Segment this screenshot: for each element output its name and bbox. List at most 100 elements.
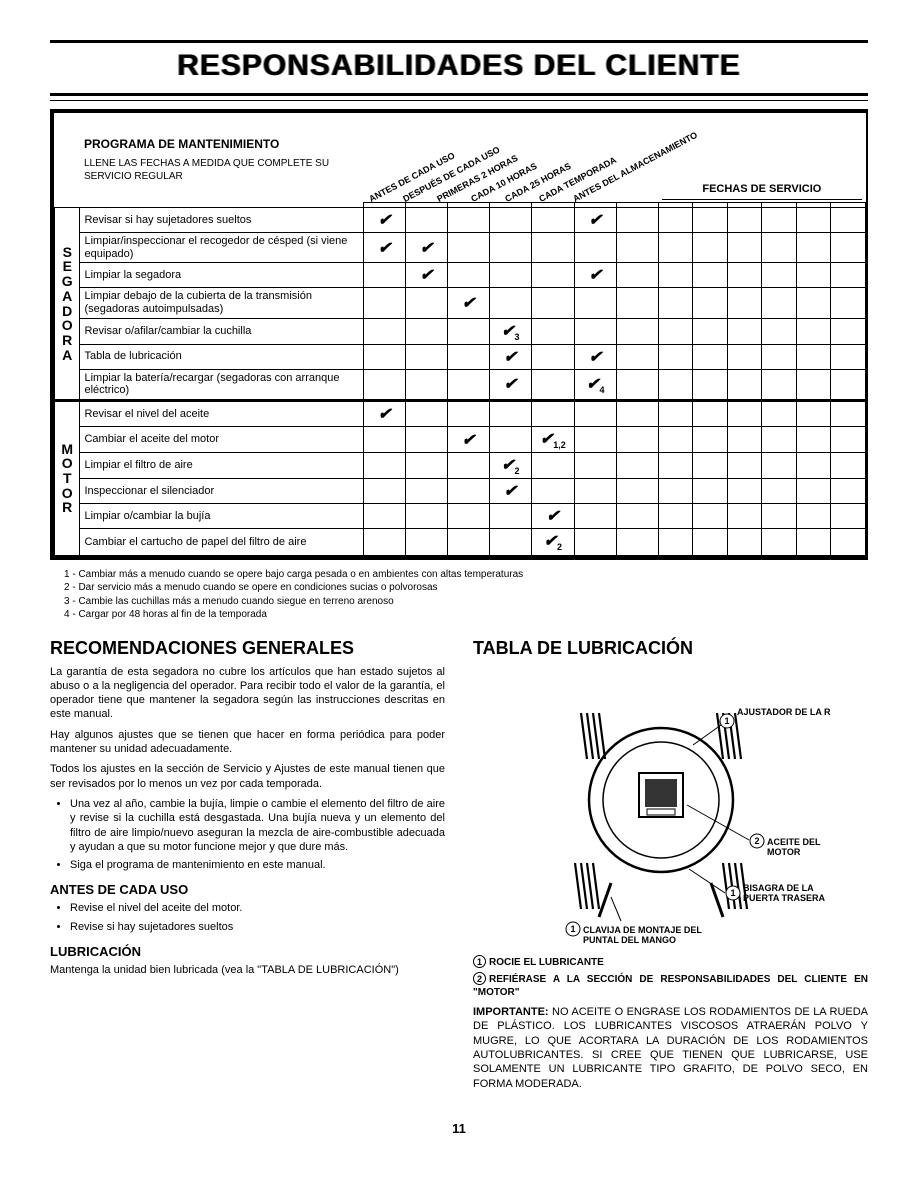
check-cell: [616, 318, 658, 344]
right-column: TABLA DE LUBRICACIÓN: [473, 638, 868, 1097]
check-cell: [364, 529, 406, 555]
service-date-cell: [727, 344, 762, 369]
check-cell: [489, 233, 531, 263]
check-cell: [616, 208, 658, 233]
table-row: Cambiar el aceite del motor✔✔1,2: [55, 427, 866, 453]
service-date-cell: [658, 344, 693, 369]
service-date-cell: [727, 208, 762, 233]
check-cell: [406, 427, 448, 453]
check-cell: [406, 453, 448, 479]
task-cell: Cambiar el aceite del motor: [80, 427, 364, 453]
table-row: Limpiar o/cambiar la bujía✔: [55, 504, 866, 529]
check-cell: [574, 401, 616, 427]
check-cell: [447, 453, 489, 479]
check-cell: [447, 318, 489, 344]
check-cell: [364, 288, 406, 318]
service-date-cell: [831, 263, 866, 288]
service-date-cell: [727, 504, 762, 529]
check-cell: [447, 479, 489, 504]
service-date-cell: [831, 401, 866, 427]
task-cell: Revisar si hay sujetadores sueltos: [80, 208, 364, 233]
task-cell: Limpiar la segadora: [80, 263, 364, 288]
service-date-cell: [727, 427, 762, 453]
legend-1: 1ROCIE EL LUBRICANTE: [473, 955, 868, 970]
lubrication-p: Mantenga la unidad bien lubricada (vea l…: [50, 963, 445, 977]
important-lead: IMPORTANTE:: [473, 1006, 549, 1018]
service-date-cell: [831, 288, 866, 318]
task-cell: Limpiar la batería/recargar (segadoras c…: [80, 369, 364, 400]
rule-under-title-thin: [50, 100, 868, 101]
check-cell: ✔2: [489, 453, 531, 479]
table-row: Inspeccionar el silenciador✔: [55, 479, 866, 504]
check-cell: [489, 263, 531, 288]
service-date-cell: [727, 233, 762, 263]
table-row: Limpiar debajo de la cubierta de la tran…: [55, 288, 866, 318]
service-date-cell: [658, 318, 693, 344]
footnotes: 1 - Cambiar más a menudo cuando se opere…: [64, 568, 868, 622]
service-date-cell: [658, 427, 693, 453]
service-date-cell: [796, 479, 831, 504]
rule-under-title-thick: [50, 93, 868, 96]
table-row: Tabla de lubricación✔✔: [55, 344, 866, 369]
mower-diagram: 1 2 1 1 AJUSTADOR DE LA RUEDA ACEITE DEL…: [511, 665, 831, 945]
callout-wheel-adj: AJUSTADOR DE LA RUEDA: [737, 707, 831, 717]
table-row: Limpiar/inspeccionar el recogedor de cés…: [55, 233, 866, 263]
check-cell: ✔: [574, 344, 616, 369]
check-cell: [574, 453, 616, 479]
check-cell: ✔: [364, 401, 406, 427]
svg-text:2: 2: [754, 836, 759, 846]
check-cell: [447, 263, 489, 288]
service-date-cell: [693, 263, 728, 288]
check-cell: [574, 233, 616, 263]
check-cell: ✔3: [489, 318, 531, 344]
page-title: RESPONSABILIDADES DEL CLIENTE: [50, 49, 868, 83]
service-date-cell: [762, 427, 797, 453]
check-cell: [574, 318, 616, 344]
list-item: Revise si hay sujetadores sueltos: [70, 920, 445, 934]
check-cell: [447, 208, 489, 233]
service-date-cell: [762, 318, 797, 344]
service-date-cell: [762, 479, 797, 504]
service-date-cell: [693, 453, 728, 479]
service-date-cell: [727, 369, 762, 400]
service-date-cell: [693, 479, 728, 504]
service-date-cell: [658, 263, 693, 288]
service-date-cell: [796, 453, 831, 479]
service-date-cell: [831, 233, 866, 263]
service-date-cell: [693, 288, 728, 318]
check-cell: [616, 344, 658, 369]
service-date-cell: [658, 369, 693, 400]
check-cell: [447, 233, 489, 263]
check-cell: [364, 344, 406, 369]
recs-p2: Hay algunos ajustes que se tienen que ha…: [50, 728, 445, 757]
program-header-cell: PROGRAMA DE MANTENIMIENTO LLENE LAS FECH…: [80, 113, 364, 208]
service-date-cell: [796, 529, 831, 555]
before-use-bullets: Revise el nivel del aceite del motor. Re…: [70, 901, 445, 934]
before-use-heading: ANTES DE CADA USO: [50, 882, 445, 897]
service-date-cell: [796, 427, 831, 453]
check-cell: [616, 369, 658, 400]
service-date-cell: [831, 344, 866, 369]
check-cell: [364, 427, 406, 453]
service-date-cell: [796, 318, 831, 344]
check-cell: [616, 479, 658, 504]
check-cell: [406, 401, 448, 427]
service-date-cell: [658, 233, 693, 263]
service-date-cell: [796, 369, 831, 400]
check-cell: [406, 479, 448, 504]
check-cell: [574, 427, 616, 453]
check-cell: [531, 263, 574, 288]
check-cell: [447, 504, 489, 529]
service-date-cell: [658, 479, 693, 504]
important-body: NO ACEITE O ENGRASE LOS RODAMIENTOS DE L…: [473, 1006, 868, 1089]
service-date-cell: [658, 453, 693, 479]
check-cell: [406, 318, 448, 344]
diagonal-headers: ANTES DE CADA USO DESPUÉS DE CADA USO PR…: [368, 115, 655, 200]
recs-p1: La garantía de esta segadora no cubre lo…: [50, 665, 445, 722]
check-cell: ✔: [574, 263, 616, 288]
check-cell: [616, 529, 658, 555]
service-date-cell: [796, 233, 831, 263]
service-date-cell: [727, 479, 762, 504]
callout-engine-oil: ACEITE DELMOTOR: [767, 837, 821, 857]
service-date-cell: [796, 263, 831, 288]
